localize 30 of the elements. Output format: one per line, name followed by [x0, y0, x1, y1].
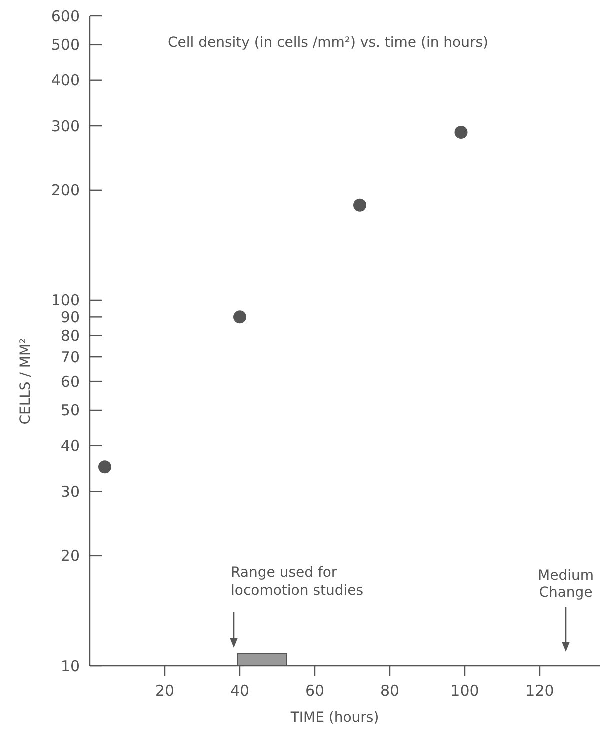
y-tick-label: 50	[60, 402, 80, 420]
y-tick-label: 400	[51, 72, 80, 90]
y-tick-label: 600	[51, 7, 80, 26]
y-tick-label: 20	[60, 547, 80, 566]
x-tick-label: 20	[155, 682, 175, 700]
x-tick-label: 40	[230, 682, 250, 700]
y-tick-label: 200	[51, 182, 80, 200]
x-tick-label: 120	[526, 682, 554, 700]
y-tick-label: 70	[60, 348, 80, 366]
y-tick-label: 30	[60, 482, 80, 501]
y-tick-label: 100	[51, 292, 80, 310]
point	[98, 460, 112, 474]
y-tick-label: 10	[60, 657, 80, 676]
annotation: Medium Change	[538, 568, 594, 601]
y-tick-label: 500	[51, 36, 80, 54]
x-tick-label: 80	[380, 682, 400, 700]
y-tick-label: 60	[60, 372, 80, 391]
y-axis-title: CELLS / MM²	[18, 338, 34, 425]
point	[454, 126, 468, 140]
text: Cell density (in cells /mm²) vs. time (in hours)	[168, 35, 488, 51]
y-tick-label: 300	[51, 117, 80, 136]
point	[354, 198, 366, 212]
y-tick-label: 40	[60, 437, 80, 456]
x-tick-label: 60	[305, 682, 325, 700]
annotation: Range used for locomotion studies	[231, 565, 364, 600]
point	[234, 310, 246, 324]
x-tick-label: 100	[450, 682, 480, 700]
x-axis-title: TIME (hours)	[290, 710, 380, 726]
y-tick-label: 90	[60, 308, 80, 326]
y-tick-label: 80	[60, 327, 80, 346]
